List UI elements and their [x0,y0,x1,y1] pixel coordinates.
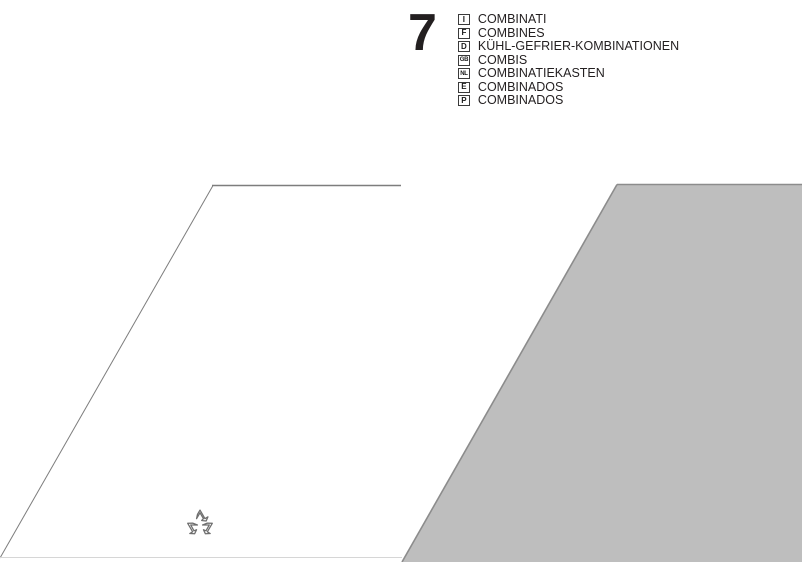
cover-header: 7 I COMBINATI F COMBINES D KÜHL-GEFRIER-… [408,4,680,108]
language-label-es: COMBINADOS [477,79,564,94]
language-row-es: E COMBINADOS [457,79,679,95]
language-label-pt: COMBINADOS [477,93,564,108]
chapter-number: 7 [408,4,437,62]
language-row-pt: P COMBINADOS [457,93,679,108]
gray-trapezoid-left-edge [401,184,618,562]
language-label-it: COMBINATI [477,12,547,27]
country-badge-nl: NL [457,68,470,80]
language-label-gb: COMBIS [477,52,528,67]
country-badge-de: D [457,41,470,53]
left-shape-diagonal-edge [0,185,214,559]
language-label-fr: COMBINES [477,25,545,40]
language-row-fr: F COMBINES [457,25,679,41]
recycle-icon [187,509,213,535]
country-badge-fr: F [457,27,470,39]
language-row-it: I COMBINATI [457,12,679,27]
country-badge-pt: P [457,95,470,107]
language-label-de: KÜHL-GEFRIER-KOMBINATIONEN [477,39,680,54]
country-badge-es: E [457,81,470,93]
language-row-gb: GB COMBIS [457,52,679,68]
language-list: I COMBINATI F COMBINES D KÜHL-GEFRIER-KO… [457,8,680,108]
gray-trapezoid [402,184,802,562]
language-label-nl: COMBINATIEKASTEN [477,66,605,81]
country-badge-gb: GB [457,54,470,66]
country-badge-it: I [457,14,470,26]
language-row-nl: NL COMBINATIEKASTEN [457,66,679,81]
language-row-de: D KÜHL-GEFRIER-KOMBINATIONEN [457,39,680,54]
